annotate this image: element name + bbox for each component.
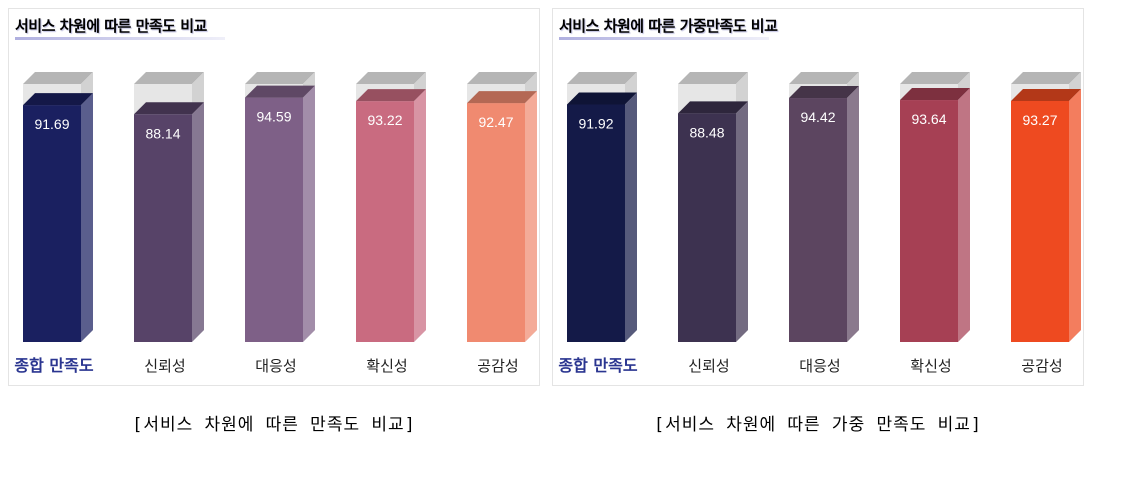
bar-background-top bbox=[467, 72, 537, 84]
bar bbox=[134, 114, 192, 342]
bar-group: 92.47 공감성 bbox=[467, 72, 537, 375]
category-label: 대응성 bbox=[799, 357, 840, 375]
bar-value-label: 93.22 bbox=[367, 112, 402, 128]
bar-background-top bbox=[789, 72, 859, 84]
bar bbox=[1011, 100, 1069, 342]
bar-side bbox=[847, 86, 859, 342]
bar-group: 93.64 확신성 bbox=[900, 72, 970, 375]
bar-value-label: 88.14 bbox=[145, 125, 180, 141]
bar-value-label: 93.64 bbox=[911, 111, 946, 127]
bar-value-label: 92.47 bbox=[478, 114, 513, 130]
bar-value-label: 91.92 bbox=[578, 115, 613, 131]
chart-panel-satisfaction: 서비스 차원에 따른 만족도 비교 91.69 종합 만족도 88.14 신뢰성 94.… bbox=[8, 8, 540, 386]
bar-background-top bbox=[1011, 72, 1081, 84]
category-label: 신뢰성 bbox=[144, 357, 185, 375]
bar-top bbox=[467, 91, 537, 104]
category-label: 확신성 bbox=[366, 357, 407, 375]
bar-top bbox=[245, 85, 315, 98]
bar bbox=[567, 104, 625, 342]
bar-value-label: 93.27 bbox=[1022, 112, 1057, 128]
bar-value-label: 94.59 bbox=[256, 109, 291, 125]
bar-group: 88.48 신뢰성 bbox=[678, 72, 748, 375]
bar-background-top bbox=[245, 72, 315, 84]
category-label: 신뢰성 bbox=[688, 357, 729, 375]
bar-background-top bbox=[678, 72, 748, 84]
bar-side bbox=[625, 92, 637, 342]
bar-group: 93.27 공감성 bbox=[1011, 72, 1081, 375]
bar bbox=[900, 100, 958, 342]
bar-background-top bbox=[900, 72, 970, 84]
bar-side bbox=[736, 101, 748, 342]
category-label: 종합 만족도 bbox=[558, 356, 637, 375]
bar-chart-satisfaction: 91.69 종합 만족도 88.14 신뢰성 94.59 대응성 93.22 확신성 92.47… bbox=[14, 72, 537, 375]
bar-background-top bbox=[567, 72, 637, 84]
bar-top bbox=[1011, 88, 1081, 101]
bar-top bbox=[134, 102, 204, 115]
bar-group: 91.92 종합 만족도 bbox=[558, 72, 638, 375]
bar bbox=[356, 101, 414, 342]
bar-chart-weighted-satisfaction: 91.92 종합 만족도 88.48 신뢰성 94.42 대응성 93.64 확신성 93.27… bbox=[558, 72, 1081, 375]
bar-top bbox=[356, 89, 426, 102]
bar-background-top bbox=[356, 72, 426, 84]
bar-group: 91.69 종합 만족도 bbox=[14, 72, 94, 375]
bar bbox=[23, 105, 81, 342]
bar-value-label: 88.48 bbox=[689, 124, 724, 140]
bar-top bbox=[789, 86, 859, 99]
bar bbox=[789, 98, 847, 342]
bar-group: 94.59 대응성 bbox=[245, 72, 315, 375]
title-underline bbox=[15, 37, 225, 40]
bar-top bbox=[900, 88, 970, 101]
category-label: 확신성 bbox=[910, 357, 951, 375]
bar-group: 88.14 신뢰성 bbox=[134, 72, 204, 375]
chart-title: 서비스 차원에 따른 가중만족도 비교 bbox=[559, 17, 778, 35]
bar-value-label: 91.69 bbox=[34, 116, 69, 132]
category-label: 종합 만족도 bbox=[14, 356, 93, 375]
bar bbox=[467, 103, 525, 342]
figure-caption-weighted-satisfaction: [서비스 차원에 따른 가중 만족도 비교] bbox=[653, 415, 983, 435]
bar-side bbox=[414, 89, 426, 342]
bar-side bbox=[192, 102, 204, 342]
bar-value-label: 94.42 bbox=[800, 109, 835, 125]
figure-caption-satisfaction: [서비스 차원에 따른 만족도 비교] bbox=[132, 415, 416, 435]
bar-side bbox=[303, 85, 315, 342]
bar-side bbox=[958, 88, 970, 342]
bar-top bbox=[23, 93, 93, 106]
bar bbox=[678, 113, 736, 342]
bar-top bbox=[678, 101, 748, 114]
chart-title: 서비스 차원에 따른 만족도 비교 bbox=[15, 17, 207, 35]
bar-background-top bbox=[134, 72, 204, 84]
bar-side bbox=[525, 91, 537, 342]
title-underline bbox=[559, 37, 769, 40]
category-label: 공감성 bbox=[1021, 357, 1062, 375]
bar-group: 94.42 대응성 bbox=[789, 72, 859, 375]
category-label: 공감성 bbox=[477, 357, 518, 375]
bar-group: 93.22 확신성 bbox=[356, 72, 426, 375]
bar-side bbox=[81, 93, 93, 342]
bar bbox=[245, 97, 303, 342]
chart-panel-weighted-satisfaction: 서비스 차원에 따른 가중만족도 비교 91.92 종합 만족도 88.48 신뢰성 9… bbox=[552, 8, 1084, 386]
bar-side bbox=[1069, 88, 1081, 342]
category-label: 대응성 bbox=[255, 357, 296, 375]
bar-top bbox=[567, 92, 637, 105]
bar-background-top bbox=[23, 72, 93, 84]
